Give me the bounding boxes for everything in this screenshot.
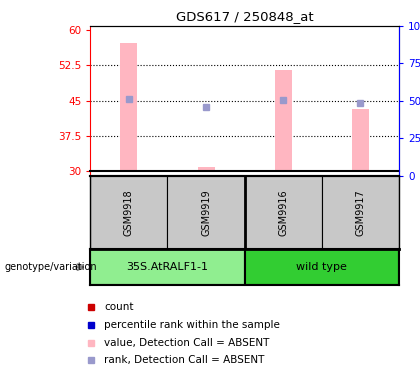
Text: GSM9916: GSM9916 bbox=[278, 189, 288, 236]
Bar bbox=[275, 70, 292, 171]
Bar bbox=[244, 249, 399, 285]
Text: GSM9917: GSM9917 bbox=[355, 189, 365, 236]
Text: 35S.AtRALF1-1: 35S.AtRALF1-1 bbox=[126, 262, 208, 272]
Bar bbox=[352, 109, 369, 171]
Title: GDS617 / 250848_at: GDS617 / 250848_at bbox=[176, 10, 313, 23]
Bar bbox=[244, 176, 322, 249]
Text: wild type: wild type bbox=[297, 262, 347, 272]
Text: rank, Detection Call = ABSENT: rank, Detection Call = ABSENT bbox=[104, 355, 265, 365]
Text: count: count bbox=[104, 302, 134, 313]
Text: value, Detection Call = ABSENT: value, Detection Call = ABSENT bbox=[104, 337, 270, 348]
Text: percentile rank within the sample: percentile rank within the sample bbox=[104, 320, 280, 330]
Bar bbox=[90, 249, 244, 285]
Bar bbox=[322, 176, 399, 249]
Bar bbox=[90, 176, 168, 249]
Bar bbox=[197, 167, 215, 171]
Bar bbox=[168, 176, 244, 249]
Text: GSM9919: GSM9919 bbox=[201, 189, 211, 236]
Bar bbox=[121, 44, 137, 171]
Text: genotype/variation: genotype/variation bbox=[4, 262, 97, 272]
Text: GSM9918: GSM9918 bbox=[124, 189, 134, 236]
